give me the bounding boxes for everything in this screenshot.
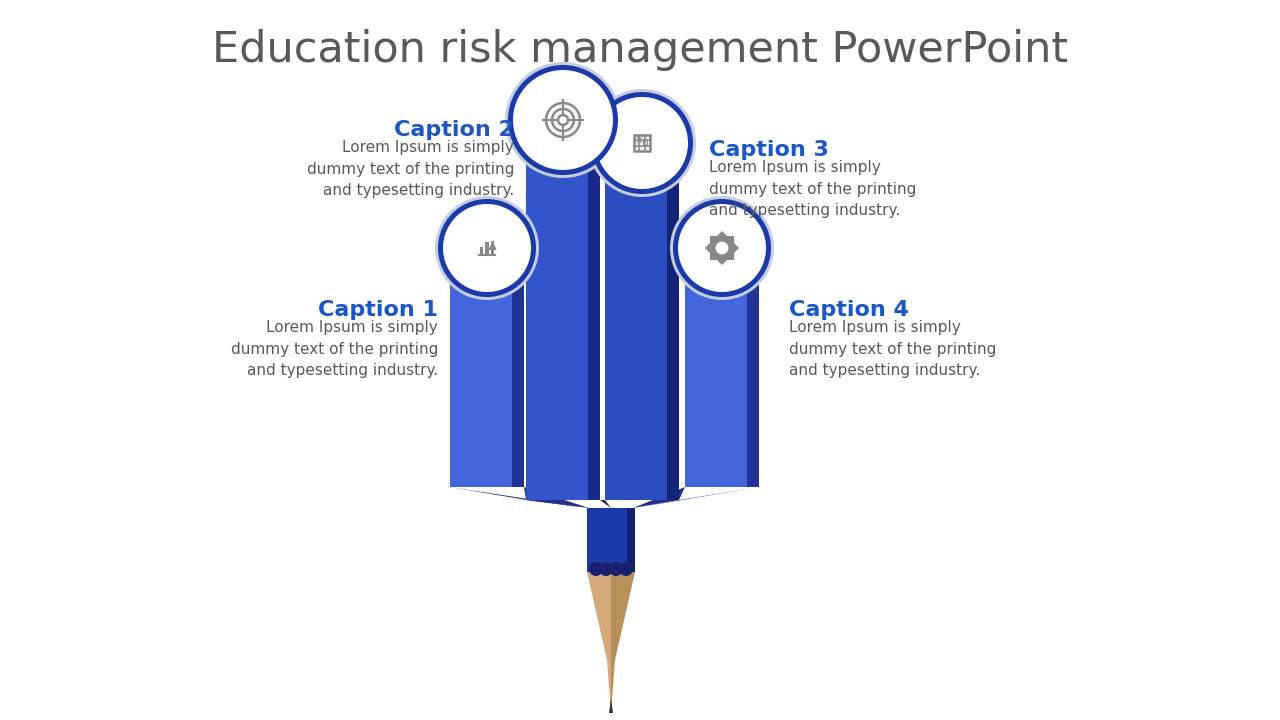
Polygon shape [685,248,759,487]
Text: Caption 1: Caption 1 [317,300,438,320]
Circle shape [591,92,692,194]
Polygon shape [627,508,635,572]
Polygon shape [524,487,589,508]
Polygon shape [605,143,678,500]
Circle shape [669,196,774,300]
Text: Lorem Ipsum is simply
dummy text of the printing
and typesetting industry.: Lorem Ipsum is simply dummy text of the … [788,320,996,378]
Polygon shape [588,572,611,660]
Bar [490,245,494,255]
Text: Caption 3: Caption 3 [709,140,829,160]
Circle shape [609,562,623,576]
Polygon shape [748,248,759,487]
Circle shape [620,562,634,576]
Circle shape [716,242,728,254]
Circle shape [513,70,613,170]
Text: Lorem Ipsum is simply
dummy text of the printing
and typesetting industry.: Lorem Ipsum is simply dummy text of the … [709,160,916,218]
Circle shape [673,199,771,297]
Circle shape [589,562,603,576]
Text: Caption 2: Caption 2 [394,120,515,140]
Text: o: o [641,138,648,148]
Circle shape [435,196,539,300]
Circle shape [443,204,531,292]
Polygon shape [588,508,635,572]
Polygon shape [451,487,588,508]
Text: Lorem Ipsum is simply
dummy text of the printing
and typesetting industry.: Lorem Ipsum is simply dummy text of the … [230,320,438,378]
Polygon shape [526,120,600,500]
Circle shape [438,199,536,297]
Polygon shape [634,487,685,508]
Text: Caption 4: Caption 4 [788,300,909,320]
Bar [480,247,483,255]
Polygon shape [611,660,614,713]
Polygon shape [607,660,611,713]
Circle shape [506,62,621,178]
Polygon shape [609,698,613,713]
Text: Education risk management PowerPoint: Education risk management PowerPoint [212,29,1068,71]
Polygon shape [635,487,759,508]
Polygon shape [588,120,600,500]
Polygon shape [611,572,635,660]
Circle shape [588,89,696,197]
Circle shape [508,65,618,175]
Polygon shape [600,500,611,508]
Circle shape [678,204,765,292]
Polygon shape [512,248,524,487]
Circle shape [599,562,613,576]
Polygon shape [667,143,678,500]
Bar [485,242,489,255]
Polygon shape [451,248,524,487]
Text: x: x [636,135,643,145]
Bar [634,135,650,151]
Text: Lorem Ipsum is simply
dummy text of the printing
and typesetting industry.: Lorem Ipsum is simply dummy text of the … [307,140,515,198]
Polygon shape [705,231,739,265]
Circle shape [596,97,689,189]
